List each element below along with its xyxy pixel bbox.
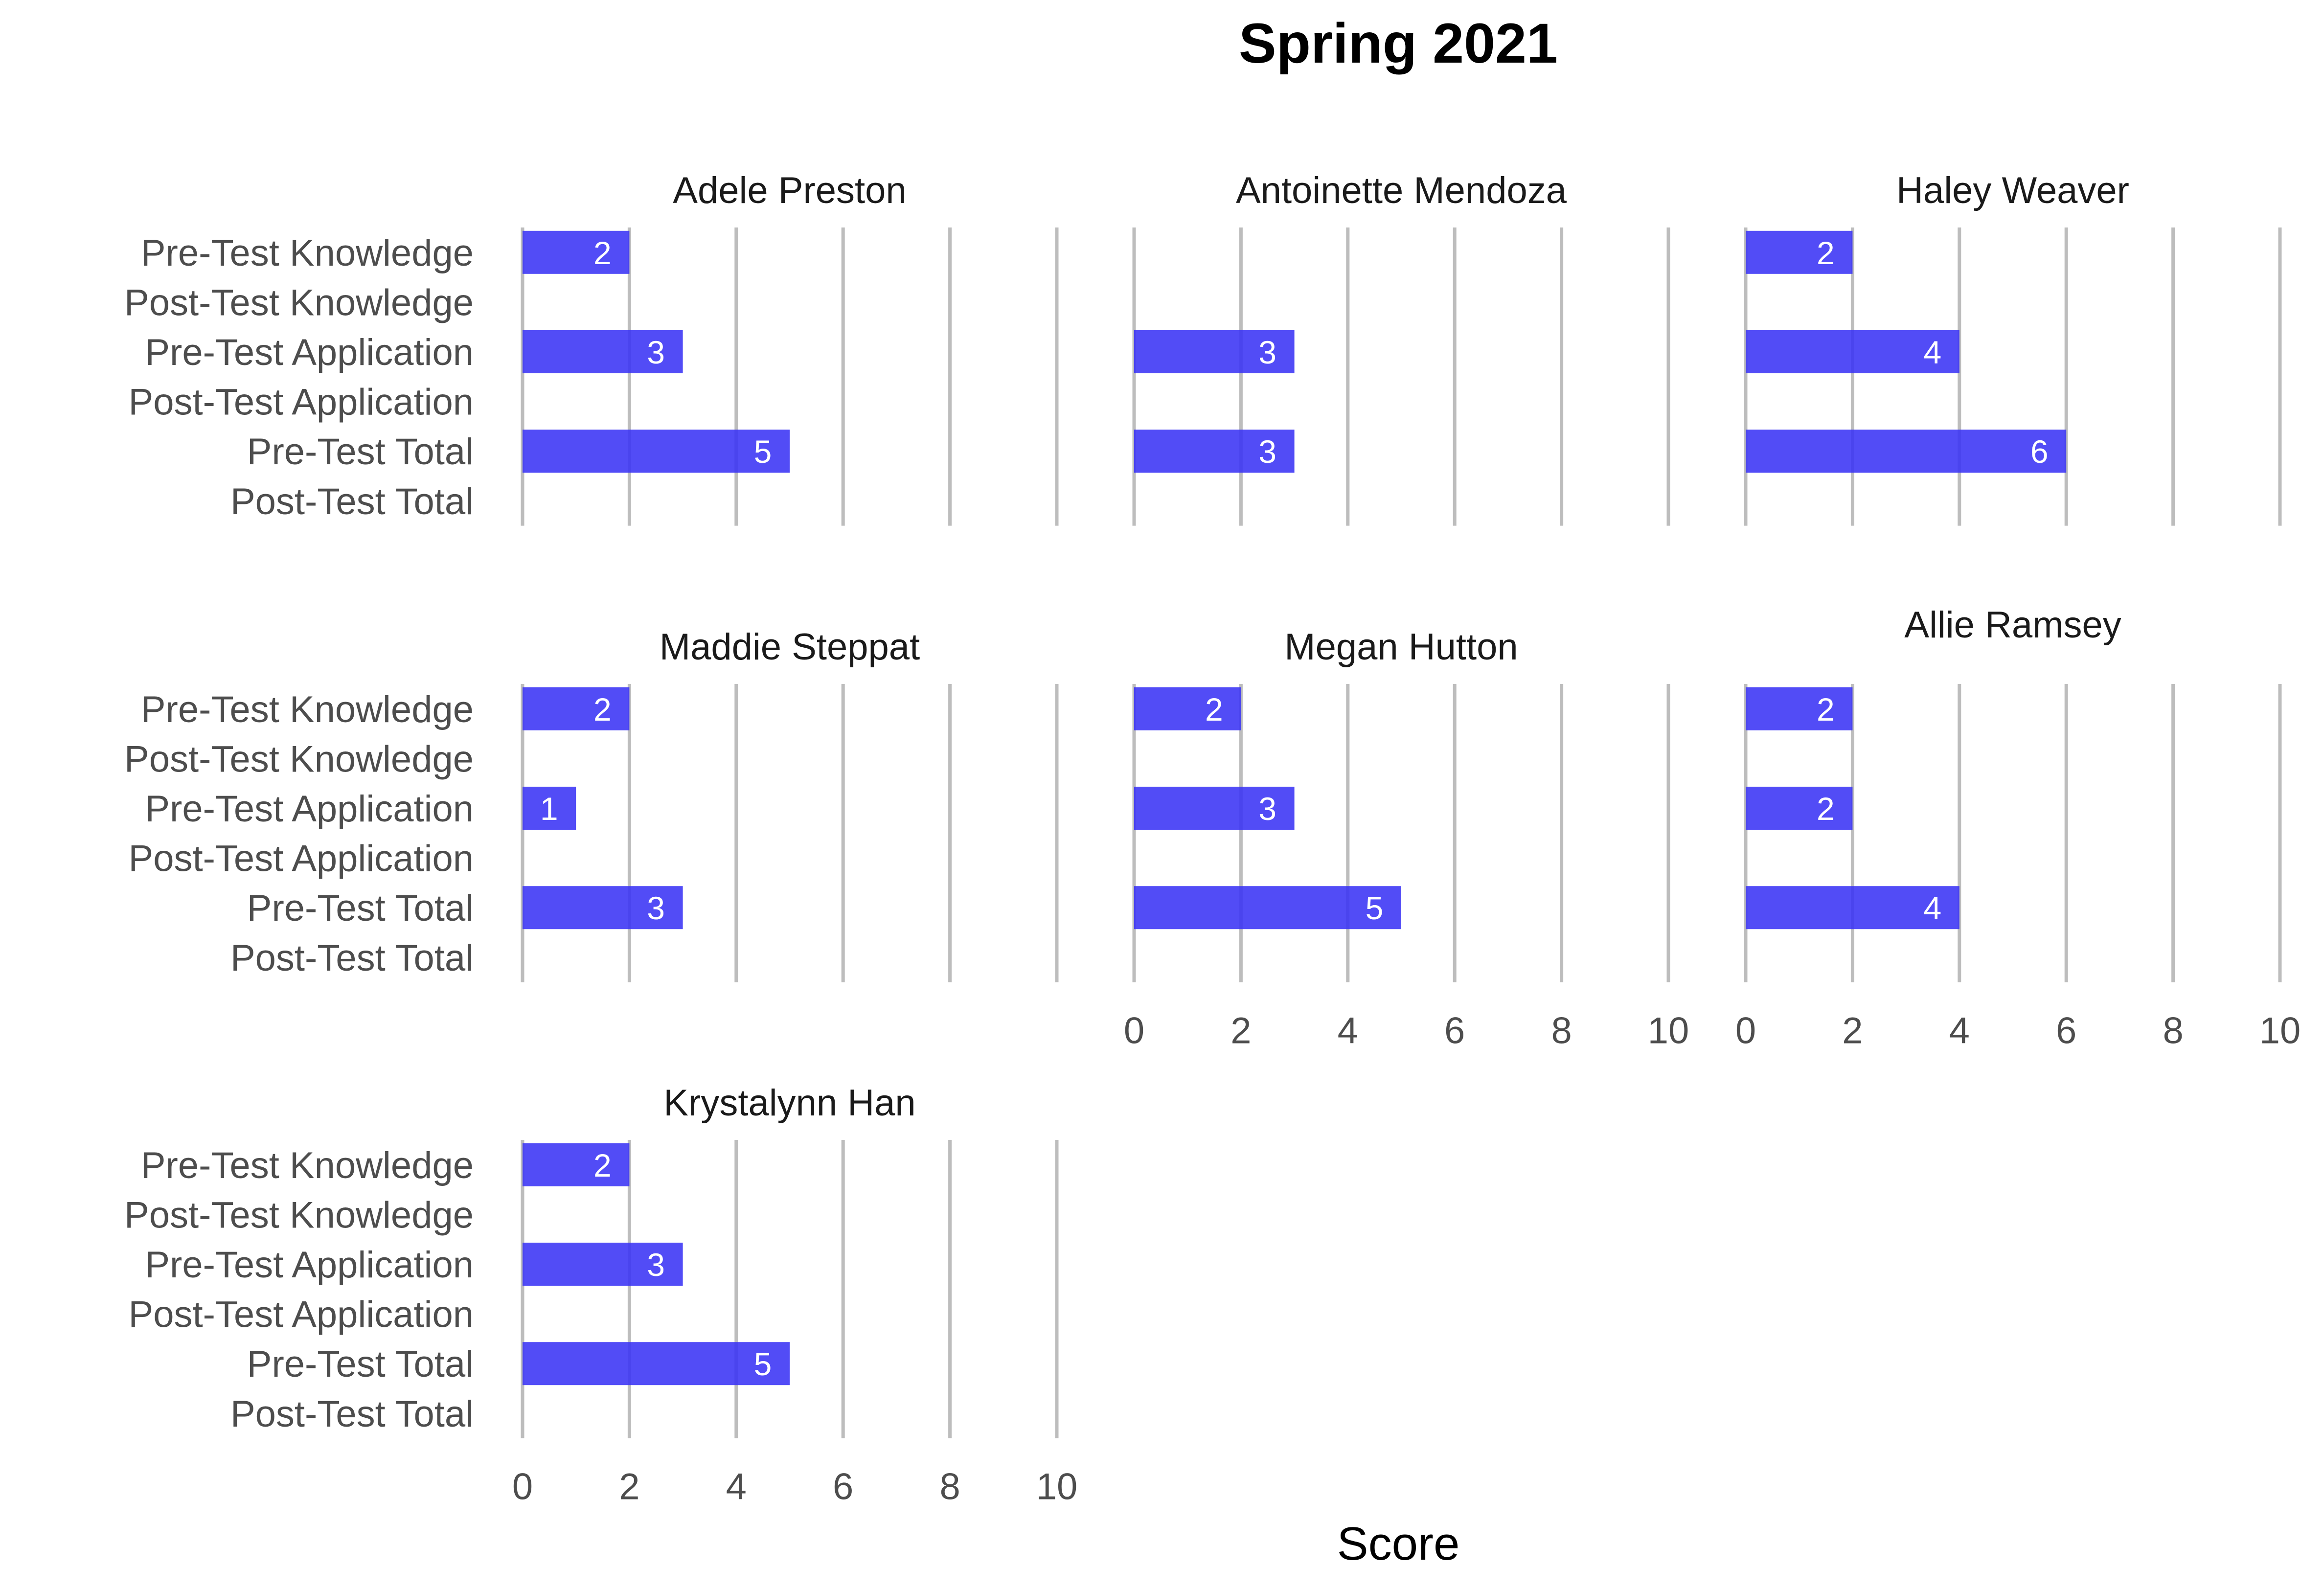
bar-adele-preston-pre-test-total (523, 430, 790, 473)
category-label: Post-Test Knowledge (124, 738, 474, 780)
bar-maddie-steppat-pre-test-knowledge (523, 687, 630, 730)
x-tick-label: 4 (726, 1466, 747, 1508)
category-label: Pre-Test Application (145, 788, 474, 830)
facet-title-haley-weaver: Haley Weaver (1896, 170, 2129, 211)
bar-allie-ramsey-pre-test-application (1746, 787, 1853, 830)
category-label: Pre-Test Application (145, 332, 474, 373)
bar-value-label: 2 (593, 235, 612, 271)
category-label: Pre-Test Knowledge (141, 689, 474, 730)
bar-value-label: 4 (1923, 890, 1941, 926)
category-label: Post-Test Total (230, 937, 474, 979)
bar-value-label: 5 (754, 1346, 772, 1382)
bar-antoinette-mendoza-pre-test-application (1134, 330, 1295, 373)
panel-allie-ramsey: Allie Ramsey 2 2 4 0 2 4 6 8 10 (1735, 604, 2301, 1052)
bar-allie-ramsey-pre-test-total (1746, 886, 1959, 930)
bar-value-label: 3 (647, 1247, 665, 1283)
category-label: Post-Test Application (129, 1294, 474, 1336)
bar-megan-hutton-pre-test-total (1134, 886, 1401, 930)
x-tick-label: 2 (1842, 1010, 1863, 1052)
category-label: Post-Test Application (129, 838, 474, 880)
bar-value-label: 2 (593, 691, 612, 727)
category-label: Pre-Test Total (247, 887, 474, 929)
bar-adele-preston-pre-test-application (523, 330, 683, 373)
bar-maddie-steppat-pre-test-application (523, 787, 576, 830)
bar-krystalynn-han-pre-test-knowledge (523, 1143, 630, 1186)
category-label: Post-Test Total (230, 481, 474, 522)
panel-adele-preston: Adele Preston Pre-Test Knowledge Post-Test… (124, 170, 1059, 526)
category-label: Post-Test Knowledge (124, 282, 474, 323)
x-tick-label: 10 (1036, 1466, 1078, 1508)
bar-value-label: 4 (1923, 334, 1941, 370)
bar-value-label: 2 (593, 1147, 612, 1183)
bar-antoinette-mendoza-pre-test-total (1134, 430, 1295, 473)
x-tick-label: 6 (2056, 1010, 2076, 1052)
x-tick-label: 2 (1230, 1010, 1251, 1052)
x-tick-label: 6 (1444, 1010, 1465, 1052)
facet-title-megan-hutton: Megan Hutton (1284, 626, 1518, 668)
category-label: Pre-Test Knowledge (141, 1145, 474, 1186)
bar-megan-hutton-pre-test-knowledge (1134, 687, 1241, 730)
bar-haley-weaver-pre-test-knowledge (1746, 230, 1853, 274)
facet-title-krystalynn-han: Krystalynn Han (663, 1082, 915, 1124)
bar-value-label: 1 (540, 791, 558, 827)
bar-value-label: 3 (1258, 433, 1276, 470)
bar-allie-ramsey-pre-test-knowledge (1746, 687, 1853, 730)
bar-value-label: 3 (1258, 334, 1276, 370)
panel-krystalynn-han: Krystalynn Han Pre-Test Knowledge Post-Tes… (124, 1082, 1077, 1508)
bar-maddie-steppat-pre-test-total (523, 886, 683, 930)
bar-krystalynn-han-pre-test-application (523, 1243, 683, 1286)
panel-megan-hutton: Megan Hutton 2 3 5 0 2 4 6 8 10 (1124, 626, 1689, 1052)
x-tick-label: 10 (1648, 1010, 1689, 1052)
bar-value-label: 2 (1205, 691, 1223, 727)
x-tick-label: 8 (1551, 1010, 1572, 1052)
bar-krystalynn-han-pre-test-total (523, 1342, 790, 1386)
x-tick-label: 8 (939, 1466, 960, 1508)
facet-panels: Adele Preston Pre-Test Knowledge Post-Test… (124, 170, 2301, 1508)
category-label: Pre-Test Application (145, 1244, 474, 1286)
x-tick-label: 0 (512, 1466, 533, 1508)
chart-title: Spring 2021 (1239, 12, 1558, 75)
x-tick-label: 2 (619, 1466, 639, 1508)
bar-value-label: 3 (647, 334, 665, 370)
facet-title-maddie-steppat: Maddie Steppat (660, 626, 920, 668)
panel-antoinette-mendoza: Antoinette Mendoza 3 3 (1132, 170, 1670, 526)
bar-adele-preston-pre-test-knowledge (523, 230, 630, 274)
category-label: Post-Test Application (129, 382, 474, 423)
x-tick-label: 0 (1124, 1010, 1144, 1052)
bar-value-label: 3 (1258, 791, 1276, 827)
bar-value-label: 2 (1817, 691, 1835, 727)
bar-value-label: 6 (2030, 433, 2049, 470)
bar-value-label: 2 (1817, 791, 1835, 827)
x-tick-label: 4 (1338, 1010, 1358, 1052)
bar-value-label: 5 (1366, 890, 1384, 926)
x-tick-label: 0 (1735, 1010, 1756, 1052)
facet-title-adele-preston: Adele Preston (673, 170, 906, 211)
bar-value-label: 2 (1817, 235, 1835, 271)
facet-title-allie-ramsey: Allie Ramsey (1904, 604, 2121, 646)
category-label: Pre-Test Total (247, 431, 474, 473)
bar-haley-weaver-pre-test-application (1746, 330, 1959, 373)
x-tick-label: 6 (833, 1466, 853, 1508)
bar-megan-hutton-pre-test-application (1134, 787, 1295, 830)
x-tick-label: 4 (1949, 1010, 1970, 1052)
category-label: Pre-Test Knowledge (141, 232, 474, 274)
bar-haley-weaver-pre-test-total (1746, 430, 2067, 473)
x-axis-title: Score (1337, 1518, 1460, 1570)
category-label: Post-Test Total (230, 1393, 474, 1435)
x-tick-label: 8 (2163, 1010, 2183, 1052)
panel-maddie-steppat: Maddie Steppat Pre-Test Knowledge Post-Tes… (124, 626, 1059, 982)
bar-value-label: 3 (647, 890, 665, 926)
panel-haley-weaver: Haley Weaver 2 4 6 (1744, 170, 2282, 526)
x-tick-label: 10 (2259, 1010, 2301, 1052)
category-label: Post-Test Knowledge (124, 1194, 474, 1236)
bar-value-label: 5 (754, 433, 772, 470)
category-label: Pre-Test Total (247, 1343, 474, 1385)
facet-title-antoinette-mendoza: Antoinette Mendoza (1236, 170, 1567, 211)
